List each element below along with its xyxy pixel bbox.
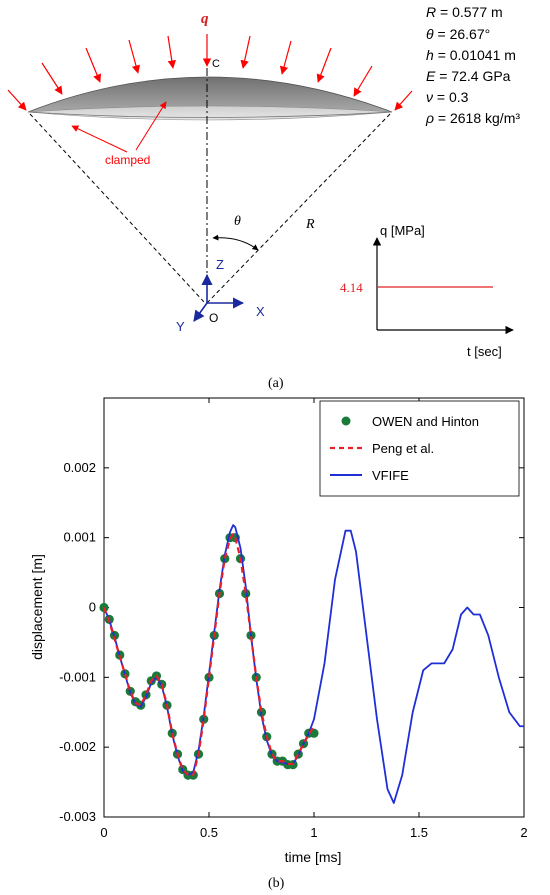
x-tick-label: 0 xyxy=(100,825,107,840)
clamped-label: clamped xyxy=(105,153,150,167)
legend-label: OWEN and Hinton xyxy=(372,414,479,429)
param-value: = 72.4 GPa xyxy=(439,68,510,84)
y-tick-label: -0.001 xyxy=(59,669,96,684)
svg-text:ν = 0.3: ν = 0.3 xyxy=(426,89,469,105)
axis-y-label: Y xyxy=(176,319,185,334)
axis-x-label: X xyxy=(256,304,265,319)
legend: OWEN and Hinton Peng et al. VFIFE xyxy=(319,400,520,497)
x-tick-label: 1.5 xyxy=(410,825,428,840)
load-plot-xlabel: t [sec] xyxy=(467,344,502,359)
clamped-leaders xyxy=(71,101,167,153)
y-tick-label: -0.003 xyxy=(59,809,96,824)
svg-text:ρ = 2618 kg/m³: ρ = 2618 kg/m³ xyxy=(425,110,520,126)
theta-label: θ xyxy=(234,214,241,229)
param-value: = 0.3 xyxy=(437,89,469,105)
radius-line-right xyxy=(206,113,391,304)
svg-text:θ = 26.67°: θ = 26.67° xyxy=(426,26,490,42)
legend-marker-owen xyxy=(341,416,351,426)
param-value: = 2618 kg/m³ xyxy=(438,110,520,126)
figure-a: q C clamped θ R Z X Y O R = 0.577 m θ = … xyxy=(7,4,520,391)
y-tick-label: 0.002 xyxy=(63,460,96,475)
param-symbol: h xyxy=(426,47,434,63)
load-history-plot: q [MPa] t [sec] 4.14 xyxy=(340,223,514,359)
param-value: = 0.01041 m xyxy=(438,47,516,63)
theta-arc xyxy=(212,234,259,251)
x-tick-label: 2 xyxy=(520,825,527,840)
y-tick-label: 0 xyxy=(89,600,96,615)
caption-b: (b) xyxy=(268,876,285,891)
param-symbol: E xyxy=(426,68,436,84)
series-line-peng xyxy=(102,533,315,777)
origin-label: O xyxy=(209,311,218,325)
param-value: = 0.577 m xyxy=(440,4,503,20)
y-axis-label: displacement [m] xyxy=(29,554,45,660)
x-axis-label: time [ms] xyxy=(285,849,342,865)
param-symbol: ρ xyxy=(425,110,434,126)
radius-line-left xyxy=(29,113,206,304)
apex-label-c: C xyxy=(212,58,220,70)
load-plot-ylabel: q [MPa] xyxy=(380,223,425,238)
axis-z-label: Z xyxy=(216,257,224,272)
load-value-label: 4.14 xyxy=(340,280,363,295)
param-symbol: ν xyxy=(426,89,433,105)
x-tick-label: 1 xyxy=(310,825,317,840)
series-layer xyxy=(99,524,524,804)
coordinate-axes xyxy=(193,273,245,322)
param-value: = 26.67° xyxy=(438,26,491,42)
axis-ticks: 0 0.5 1 1.5 2 -0.003 -0.002 -0.001 0 0.001 0.002 xyxy=(59,398,528,840)
caption-a: (a) xyxy=(268,376,284,391)
legend-label: VFIFE xyxy=(372,468,409,483)
svg-text:R = 0.577 m: R = 0.577 m xyxy=(426,4,503,20)
svg-text:E = 72.4 GPa: E = 72.4 GPa xyxy=(426,68,511,84)
x-tick-label: 0.5 xyxy=(200,825,218,840)
param-symbol: θ xyxy=(426,26,434,42)
svg-text:h = 0.01041 m: h = 0.01041 m xyxy=(426,47,516,63)
pressure-arrows xyxy=(7,34,413,111)
parameter-list: R = 0.577 m θ = 26.67° h = 0.01041 m E =… xyxy=(425,4,520,126)
radius-label: R xyxy=(305,217,315,232)
load-label-q: q xyxy=(201,11,209,27)
legend-box xyxy=(319,400,520,497)
chart-b: 0 0.5 1 1.5 2 -0.003 -0.002 -0.001 0 0.001 0.002 t… xyxy=(29,397,528,891)
y-tick-label: 0.001 xyxy=(63,530,96,545)
legend-label: Peng et al. xyxy=(372,441,434,456)
param-symbol: R xyxy=(426,4,436,20)
spherical-cap-shell xyxy=(27,76,393,121)
y-tick-label: -0.002 xyxy=(59,739,96,754)
